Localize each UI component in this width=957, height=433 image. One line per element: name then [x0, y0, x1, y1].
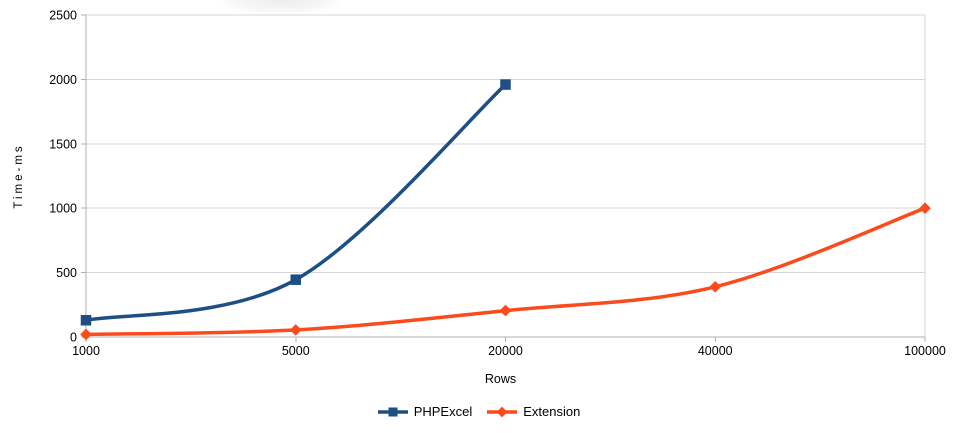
svg-text:1000: 1000 [49, 202, 77, 216]
svg-text:40000: 40000 [698, 344, 733, 358]
svg-text:1500: 1500 [49, 137, 77, 151]
svg-text:500: 500 [56, 266, 77, 280]
svg-text:Time-ms: Time-ms [13, 143, 25, 208]
chart-legend: PHPExcel Extension [0, 402, 957, 422]
svg-text:Rows: Rows [485, 372, 516, 386]
legend-item-phpexcel: PHPExcel [377, 402, 473, 422]
svg-text:20000: 20000 [488, 344, 523, 358]
chart-canvas: 0 500 1000 1500 2000 2500 1000 5000 20000 40000 10… [13, 9, 946, 387]
legend-label-extension: Extension [523, 404, 581, 419]
svg-text:5000: 5000 [282, 344, 310, 358]
legend-swatch-square-icon [377, 405, 409, 419]
legend-label-phpexcel: PHPExcel [413, 404, 473, 419]
svg-text:1000: 1000 [72, 344, 100, 358]
legend-swatch-diamond-icon [486, 405, 518, 419]
svg-text:2000: 2000 [49, 73, 77, 87]
svg-text:2500: 2500 [49, 9, 77, 23]
legend-item-extension: Extension [486, 402, 580, 422]
svg-text:0: 0 [70, 331, 77, 345]
svg-text:100000: 100000 [904, 344, 946, 358]
